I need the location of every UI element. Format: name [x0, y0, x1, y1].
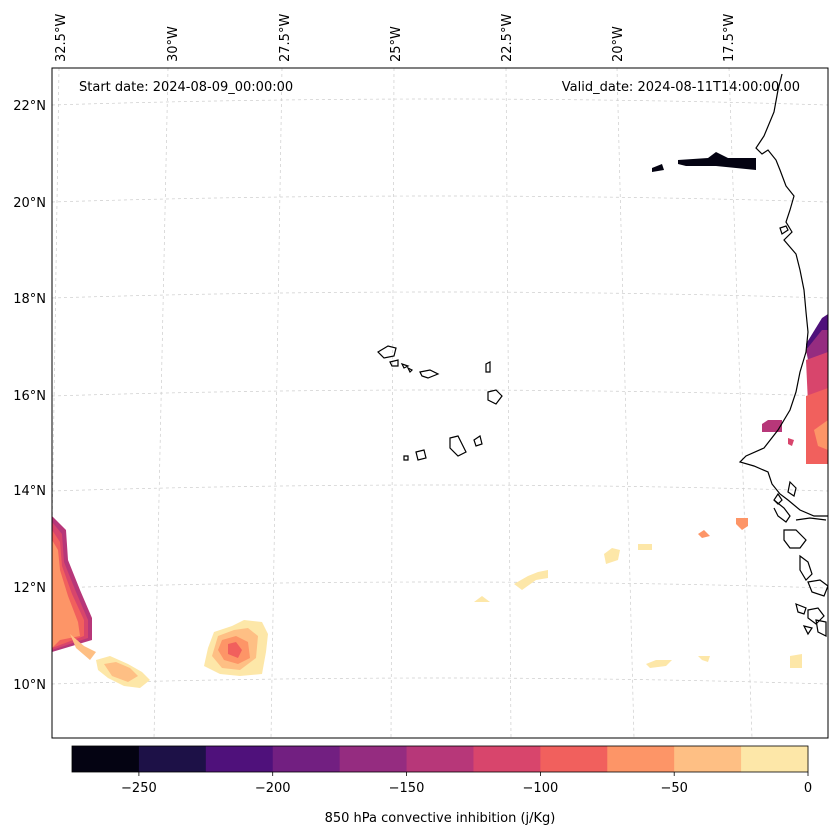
lat-label: 22°N	[13, 99, 46, 114]
colorbar-swatch	[339, 746, 408, 772]
colorbar-border	[71, 745, 809, 773]
lon-label: 17.5°W	[722, 14, 737, 62]
valid-date-label: Valid_date: 2024-08-11T14:00:00.00	[562, 80, 800, 95]
colorbar-tick-label: −100	[523, 781, 559, 796]
colorbar-swatches	[72, 746, 809, 772]
lat-label: 16°N	[13, 389, 46, 404]
colorbar-tick-label: −150	[389, 781, 425, 796]
colorbar-swatch	[205, 746, 274, 772]
cin-fill-senegal-strip	[762, 314, 828, 464]
lat-label: 18°N	[13, 292, 46, 307]
colorbar-tick-label: −50	[660, 781, 687, 796]
lat-label: 12°N	[13, 581, 46, 596]
colorbar-ticks	[138, 772, 809, 776]
colorbar-title: 850 hPa convective inhibition (j/Kg)	[325, 811, 556, 826]
lon-label: 32.5°W	[54, 14, 69, 62]
colorbar-swatch	[540, 746, 608, 772]
lon-label: 25°W	[389, 26, 404, 62]
latitude-labels: 22°N 20°N 18°N 16°N 14°N 12°N 10°N	[13, 99, 46, 693]
colorbar-tick-label: −200	[255, 781, 291, 796]
colorbar-swatch	[674, 746, 742, 772]
colorbar-swatch	[406, 746, 474, 772]
lon-label: 30°W	[166, 26, 181, 62]
cin-fill-cell-28W	[204, 620, 268, 676]
lon-label: 27.5°W	[278, 14, 293, 62]
map-area	[52, 68, 828, 738]
coastline-cape-verde	[377, 345, 503, 461]
cin-fill-mauritania-band	[652, 152, 756, 172]
colorbar-swatch	[138, 746, 207, 772]
colorbar-swatch	[473, 746, 541, 772]
lat-label: 20°N	[13, 196, 46, 211]
lat-label: 14°N	[13, 484, 46, 499]
map-border	[51, 67, 829, 739]
coastline-africa	[738, 73, 828, 637]
cin-fill-elongated-cell	[96, 656, 150, 688]
colorbar-tick-label: −250	[121, 781, 157, 796]
colorbar-swatch	[607, 746, 675, 772]
longitude-labels: 32.5°W 30°W 27.5°W 25°W 22.5°W 20°W 17.5…	[54, 14, 737, 62]
colorbar-swatch	[72, 746, 140, 772]
cin-fill-scattered-cells	[474, 518, 802, 668]
cin-fill-western-band	[52, 516, 96, 660]
lon-label: 22.5°W	[500, 14, 515, 62]
gridlines	[52, 68, 828, 738]
colorbar-swatch	[272, 746, 341, 772]
colorbar-swatch	[741, 746, 809, 772]
lat-label: 10°N	[13, 678, 46, 693]
colorbar: −250 −200 −150 −100 −50 0 850 hPa convec…	[71, 745, 812, 826]
lon-label: 20°W	[611, 26, 626, 62]
colorbar-tick-label: 0	[804, 781, 812, 796]
start-date-label: Start date: 2024-08-09_00:00:00	[79, 80, 293, 95]
